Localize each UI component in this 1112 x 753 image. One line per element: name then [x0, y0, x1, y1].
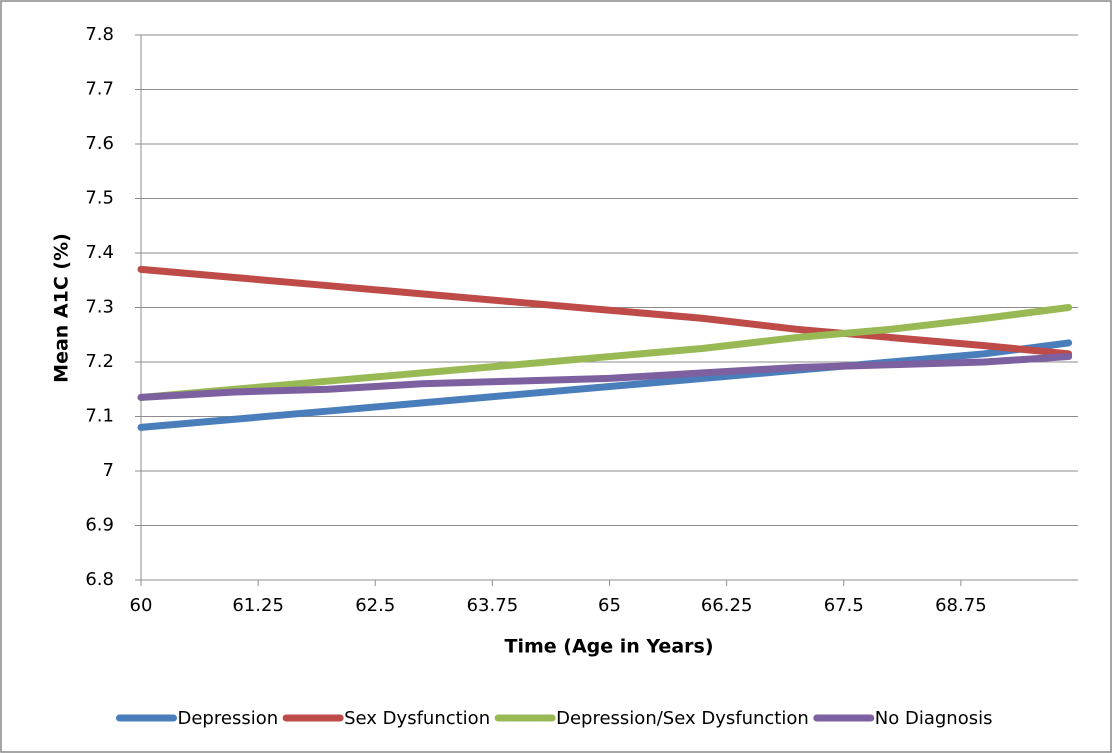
series-line — [137, 339, 1073, 431]
x-tick-label: 63.75 — [467, 595, 519, 616]
y-tick-label: 6.9 — [85, 515, 114, 536]
y-tick-label: 7.3 — [85, 297, 114, 318]
y-tick-label: 7.1 — [85, 406, 114, 427]
x-tick-label: 61.25 — [232, 595, 284, 616]
y-tick-label: 7 — [103, 460, 114, 481]
series-line — [137, 304, 1073, 401]
x-tick-label: 60 — [130, 595, 153, 616]
y-tick-label: 7.8 — [85, 24, 114, 45]
y-tick-label: 7.6 — [85, 133, 114, 154]
legend-label: Sex Dysfunction — [344, 708, 490, 729]
series-line — [137, 353, 1073, 401]
y-tick-label: 7.7 — [85, 79, 114, 100]
x-tick-label: 66.25 — [701, 595, 753, 616]
legend-label: Depression — [178, 708, 279, 729]
x-tick-label: 68.75 — [935, 595, 987, 616]
series-line — [137, 265, 1073, 358]
legend-label: No Diagnosis — [875, 708, 993, 729]
y-tick-label: 6.8 — [85, 569, 114, 590]
x-tick-label: 65 — [598, 595, 621, 616]
y-tick-label: 7.5 — [85, 188, 114, 209]
x-tick-label: 67.5 — [824, 595, 864, 616]
x-axis-title: Time (Age in Years) — [505, 636, 714, 658]
legend-label: Depression/Sex Dysfunction — [556, 708, 809, 729]
y-tick-label: 7.2 — [85, 351, 114, 372]
y-tick-label: 7.4 — [85, 242, 114, 263]
x-tick-label: 62.5 — [355, 595, 395, 616]
y-axis-title: Mean A1C (%) — [51, 233, 73, 383]
